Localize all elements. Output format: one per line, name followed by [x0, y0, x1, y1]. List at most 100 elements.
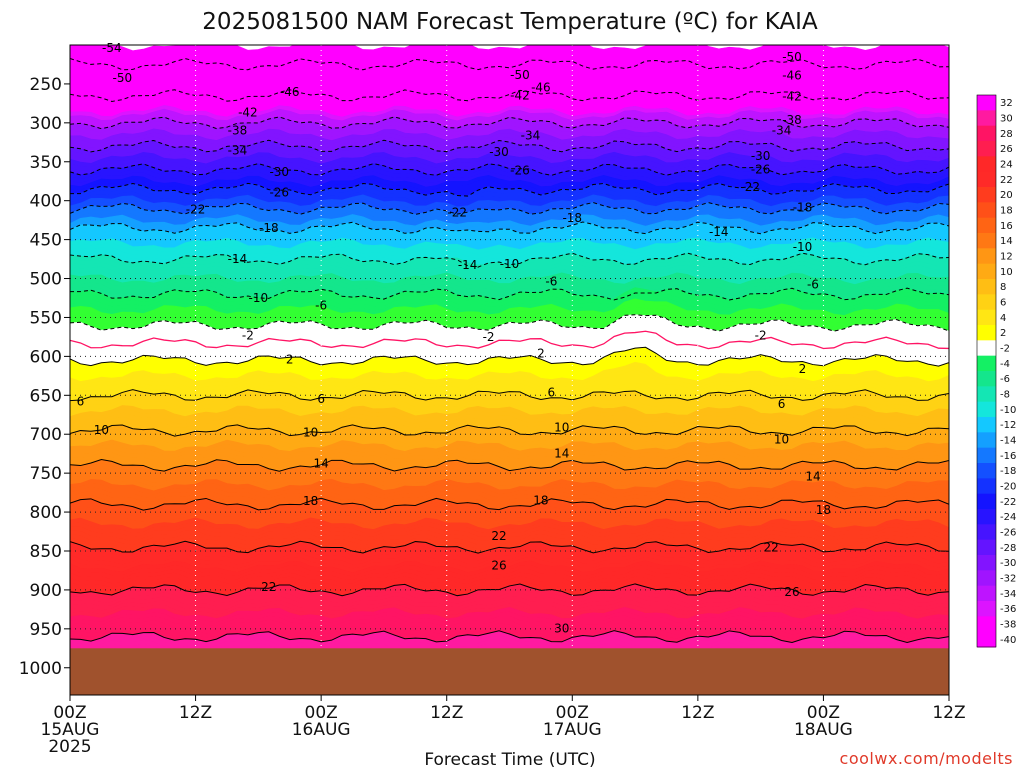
- x-tick-label: 2025: [48, 737, 91, 757]
- contour-label: -42: [782, 89, 802, 103]
- colorbar-swatch: [977, 463, 996, 479]
- isotherm-line: [70, 116, 949, 130]
- y-tick-label: 900: [30, 581, 62, 601]
- contour-label: -30: [489, 145, 509, 159]
- contour-label: 10: [303, 425, 318, 439]
- x-tick-label: 00Z: [556, 703, 589, 723]
- colorbar-swatch: [977, 187, 996, 203]
- contour-label: 18: [533, 493, 548, 507]
- chart-title: 2025081500 NAM Forecast Temperature (ºC)…: [202, 9, 818, 35]
- x-tick-label: 12Z: [179, 703, 212, 723]
- temperature-bands: [70, 45, 949, 695]
- colorbar-label: 6: [1000, 298, 1006, 309]
- contour-label: -34: [772, 124, 792, 138]
- y-tick-label: 750: [30, 464, 62, 484]
- isotherm-contours: [70, 58, 949, 643]
- contour-label: 6: [778, 397, 786, 411]
- x-tick-label: 00Z: [305, 703, 338, 723]
- contour-label: 22: [491, 529, 506, 543]
- colorbar-label: -16: [1000, 451, 1016, 462]
- freezing-line: [70, 330, 949, 350]
- colorbar-swatch: [977, 217, 996, 234]
- contour-label: -10: [500, 257, 520, 271]
- contour-label: -26: [510, 163, 530, 177]
- colorbar-swatch: [977, 555, 996, 571]
- isotherm-line: [70, 630, 949, 643]
- isotherm-line: [70, 346, 949, 367]
- isotherm-line: [70, 389, 949, 402]
- contour-label: 2: [799, 362, 807, 376]
- colorbar-swatch: [977, 279, 996, 295]
- y-tick-label: 850: [30, 542, 62, 562]
- contour-label: 26: [784, 585, 799, 599]
- colorbar-swatch: [977, 585, 996, 602]
- credit-text: coolwx.com/modelts: [840, 749, 1013, 768]
- y-tick-label: 600: [30, 347, 62, 367]
- colorbar-swatch: [977, 110, 996, 127]
- x-tick-label: 00Z: [807, 703, 840, 723]
- y-tick-label: 400: [30, 192, 62, 212]
- contour-label: -42: [510, 89, 530, 103]
- colorbar-label: -6: [1000, 374, 1010, 385]
- y-tick-label: 950: [30, 620, 62, 640]
- contour-label: -14: [458, 258, 478, 272]
- contour-label: -18: [793, 201, 813, 215]
- colorbar-label: -4: [1000, 359, 1010, 370]
- colorbar-swatch: [977, 263, 996, 280]
- colorbar-label: -40: [1000, 635, 1016, 646]
- contour-label: -30: [269, 165, 289, 179]
- contour-label: -18: [562, 211, 582, 225]
- colorbar-label: -14: [1000, 436, 1016, 447]
- grid-lines: [70, 45, 949, 695]
- contour-label: -2: [242, 328, 254, 342]
- x-tick-label: 18AUG: [794, 720, 853, 740]
- contour-label: -46: [531, 81, 551, 95]
- colorbar-swatch: [977, 524, 996, 541]
- colorbar-swatch: [977, 340, 996, 357]
- colorbar-swatch: [977, 401, 996, 418]
- colorbar-label: 12: [1000, 252, 1013, 263]
- x-tick-label: 17AUG: [543, 720, 602, 740]
- colorbar-label: 18: [1000, 206, 1013, 217]
- isotherm-line: [70, 314, 949, 332]
- contour-label: 22: [763, 541, 778, 555]
- y-tick-label: 500: [30, 270, 62, 290]
- isotherm-line: [70, 89, 949, 102]
- isotherm-line: [70, 139, 949, 153]
- y-tick-label: 550: [30, 308, 62, 328]
- colorbar-swatch: [977, 233, 996, 249]
- y-tick-label: 250: [30, 75, 62, 95]
- contour-label: -6: [315, 299, 327, 313]
- x-axis-label: Forecast Time (UTC): [424, 750, 595, 768]
- isotherm-line: [70, 458, 949, 472]
- colorbar-swatch: [977, 417, 996, 433]
- contour-label: -6: [545, 275, 557, 289]
- colorbar-label: 32: [1000, 98, 1013, 109]
- isotherm-line: [70, 583, 949, 597]
- isotherm-line: [70, 540, 949, 554]
- x-tick-label: 16AUG: [292, 720, 351, 740]
- colorbar-label: 26: [1000, 144, 1013, 155]
- x-tick-label: 12Z: [932, 703, 965, 723]
- y-tick-label: 450: [30, 231, 62, 251]
- colorbar-frame: [976, 94, 997, 648]
- contour-label: -2: [483, 330, 495, 344]
- contour-label: 10: [774, 432, 789, 446]
- colorbar-swatch: [977, 478, 996, 495]
- contour-labels: -54-50-46-42-38-34-30-26-22-18-14-10-6-2…: [77, 41, 831, 636]
- x-tick-label: 15AUG: [41, 720, 100, 740]
- isotherm-line: [70, 497, 949, 511]
- contour-label: -46: [280, 85, 300, 99]
- colorbar-label: 28: [1000, 129, 1013, 140]
- colorbar-label: -38: [1000, 620, 1016, 631]
- colorbar-label: -34: [1000, 589, 1016, 600]
- colorbar-swatch: [977, 95, 996, 111]
- contour-label: 10: [554, 420, 569, 434]
- contour-label: -50: [510, 68, 530, 82]
- contour-label: -14: [709, 225, 729, 239]
- contour-label: -26: [269, 186, 289, 200]
- y-tick-label: 1000: [19, 659, 62, 679]
- colorbar-label: -36: [1000, 604, 1016, 615]
